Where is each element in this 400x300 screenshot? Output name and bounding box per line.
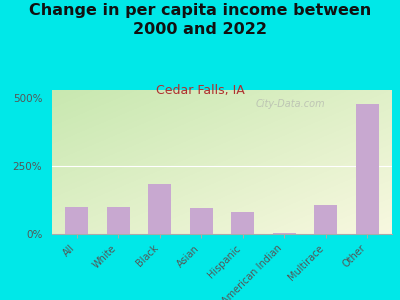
Bar (356, 103, 378, 234)
Bar (107, 207, 130, 234)
Text: City-Data.com: City-Data.com (255, 99, 325, 109)
Bar (148, 184, 171, 234)
Bar (66, 207, 88, 234)
Bar (231, 212, 254, 234)
Text: Cedar Falls, IA: Cedar Falls, IA (156, 84, 244, 97)
Bar (273, 233, 296, 234)
Bar (314, 206, 337, 234)
Text: Change in per capita income between
2000 and 2022: Change in per capita income between 2000… (29, 3, 371, 37)
Bar (190, 208, 213, 234)
